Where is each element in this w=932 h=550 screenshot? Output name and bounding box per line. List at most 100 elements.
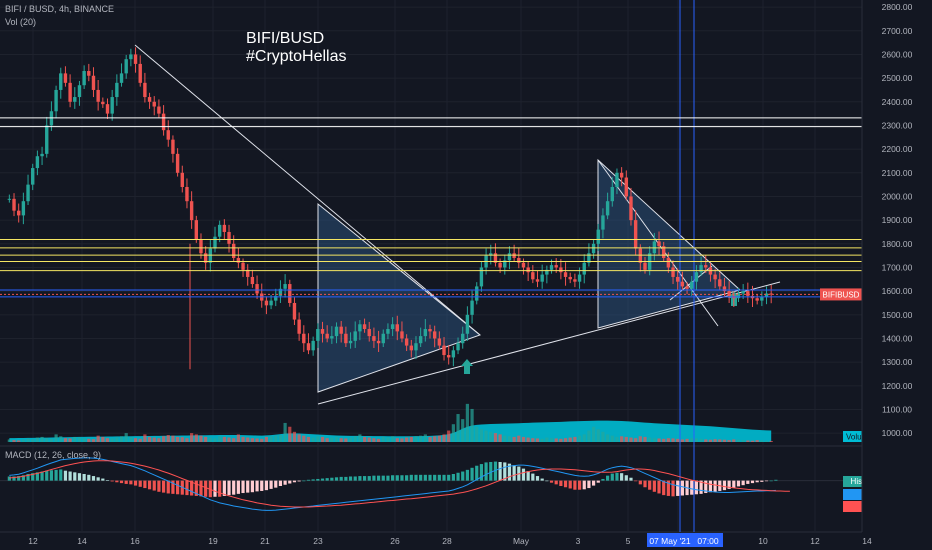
volume-legend[interactable]: Vol (20) bbox=[5, 17, 37, 27]
candle-body[interactable] bbox=[161, 113, 166, 131]
candle-body[interactable] bbox=[372, 336, 376, 341]
candle-body[interactable] bbox=[587, 253, 591, 263]
candle-body[interactable] bbox=[255, 284, 259, 294]
candle-body[interactable] bbox=[157, 106, 161, 114]
candle-body[interactable] bbox=[418, 336, 423, 344]
candle-body[interactable] bbox=[227, 231, 231, 244]
candle-body[interactable] bbox=[676, 276, 680, 282]
candle-body[interactable] bbox=[16, 210, 21, 216]
candle-body[interactable] bbox=[152, 101, 156, 107]
candle-body[interactable] bbox=[755, 298, 759, 301]
candle-body[interactable] bbox=[246, 269, 250, 277]
candle-body[interactable] bbox=[507, 253, 512, 261]
candle-body[interactable] bbox=[690, 281, 694, 289]
candle-body[interactable] bbox=[35, 156, 40, 169]
candle-body[interactable] bbox=[376, 340, 381, 344]
candle-body[interactable] bbox=[208, 248, 213, 263]
candle-body[interactable] bbox=[59, 73, 63, 90]
candle-body[interactable] bbox=[535, 279, 540, 282]
candle-body[interactable] bbox=[638, 248, 643, 263]
candle-body[interactable] bbox=[666, 258, 671, 268]
candle-body[interactable] bbox=[512, 253, 516, 259]
candle-body[interactable] bbox=[559, 267, 563, 273]
candle-body[interactable] bbox=[577, 274, 582, 282]
candle-body[interactable] bbox=[236, 258, 241, 263]
candle-body[interactable] bbox=[54, 89, 58, 112]
candle-body[interactable] bbox=[166, 130, 170, 140]
candle-body[interactable] bbox=[582, 262, 586, 275]
candle-body[interactable] bbox=[568, 276, 572, 280]
candle-body[interactable] bbox=[348, 340, 353, 344]
candle-body[interactable] bbox=[718, 279, 722, 287]
candle-body[interactable] bbox=[334, 326, 339, 337]
candle-body[interactable] bbox=[465, 314, 470, 334]
trend-line[interactable] bbox=[134, 44, 481, 336]
candle-body[interactable] bbox=[175, 153, 180, 173]
candle-body[interactable] bbox=[91, 75, 96, 90]
candle-body[interactable] bbox=[344, 333, 348, 344]
candle-body[interactable] bbox=[143, 82, 147, 98]
candle-body[interactable] bbox=[269, 300, 273, 306]
candle-body[interactable] bbox=[629, 196, 633, 221]
candle-body[interactable] bbox=[769, 293, 773, 295]
candle-body[interactable] bbox=[498, 262, 502, 268]
candle-body[interactable] bbox=[82, 71, 86, 86]
cursor-time-box[interactable] bbox=[693, 533, 723, 547]
candle-body[interactable] bbox=[241, 262, 245, 270]
candle-body[interactable] bbox=[596, 229, 600, 244]
time-axis[interactable]: 1214161921232628May35710121407 May '2107… bbox=[28, 533, 872, 547]
candle-body[interactable] bbox=[414, 343, 418, 351]
price-axis[interactable]: 2800.00 2700.00 2600.00 2500.00 2400.00 2300.… bbox=[861, 0, 932, 550]
candle-body[interactable] bbox=[105, 104, 110, 114]
candle-body[interactable] bbox=[699, 265, 703, 273]
cursor-date-label[interactable]: 07 May '21 bbox=[649, 536, 691, 546]
candle-body[interactable] bbox=[437, 338, 442, 346]
candle-body[interactable] bbox=[409, 345, 414, 351]
candle-body[interactable] bbox=[26, 184, 30, 202]
candle-body[interactable] bbox=[521, 262, 526, 268]
candle-body[interactable] bbox=[288, 284, 292, 303]
candle-body[interactable] bbox=[129, 54, 133, 60]
candle-body[interactable] bbox=[517, 258, 521, 263]
candle-body[interactable] bbox=[171, 139, 175, 154]
candle-body[interactable] bbox=[601, 215, 605, 230]
candle-body[interactable] bbox=[367, 329, 371, 337]
candle-body[interactable] bbox=[7, 198, 12, 200]
candle-body[interactable] bbox=[624, 177, 629, 197]
candle-body[interactable] bbox=[185, 186, 189, 202]
candle-body[interactable] bbox=[302, 333, 306, 344]
candle-body[interactable] bbox=[316, 329, 320, 341]
candle-body[interactable] bbox=[633, 220, 638, 249]
candle-body[interactable] bbox=[138, 63, 142, 83]
candle-body[interactable] bbox=[199, 239, 203, 254]
candle-body[interactable] bbox=[87, 71, 91, 76]
candle-body[interactable] bbox=[68, 82, 72, 102]
candle-body[interactable] bbox=[274, 295, 278, 301]
macd-legend[interactable]: MACD (12, 26, close, 9) bbox=[5, 450, 102, 460]
candle-body[interactable] bbox=[549, 265, 554, 270]
candle-body[interactable] bbox=[400, 331, 404, 339]
candle-body[interactable] bbox=[764, 293, 769, 298]
candle-body[interactable] bbox=[231, 243, 236, 259]
candle-body[interactable] bbox=[119, 73, 124, 83]
candle-body[interactable] bbox=[124, 59, 128, 74]
candle-body[interactable] bbox=[741, 291, 745, 294]
candle-body[interactable] bbox=[404, 338, 409, 346]
candle-body[interactable] bbox=[133, 54, 138, 64]
candle-body[interactable] bbox=[147, 97, 152, 102]
candle-body[interactable] bbox=[49, 111, 54, 126]
candle-body[interactable] bbox=[292, 302, 297, 320]
candle-body[interactable] bbox=[736, 293, 741, 299]
candle-body[interactable] bbox=[680, 281, 685, 287]
candle-body[interactable] bbox=[591, 243, 596, 254]
candle-body[interactable] bbox=[180, 172, 184, 187]
candle-body[interactable] bbox=[451, 350, 456, 358]
candle-body[interactable] bbox=[320, 329, 325, 334]
candle-body[interactable] bbox=[194, 220, 199, 240]
candle-body[interactable] bbox=[306, 343, 311, 351]
candle-body[interactable] bbox=[694, 272, 699, 282]
candle-body[interactable] bbox=[217, 224, 222, 237]
candle-body[interactable] bbox=[297, 319, 301, 334]
candle-body[interactable] bbox=[746, 291, 750, 296]
